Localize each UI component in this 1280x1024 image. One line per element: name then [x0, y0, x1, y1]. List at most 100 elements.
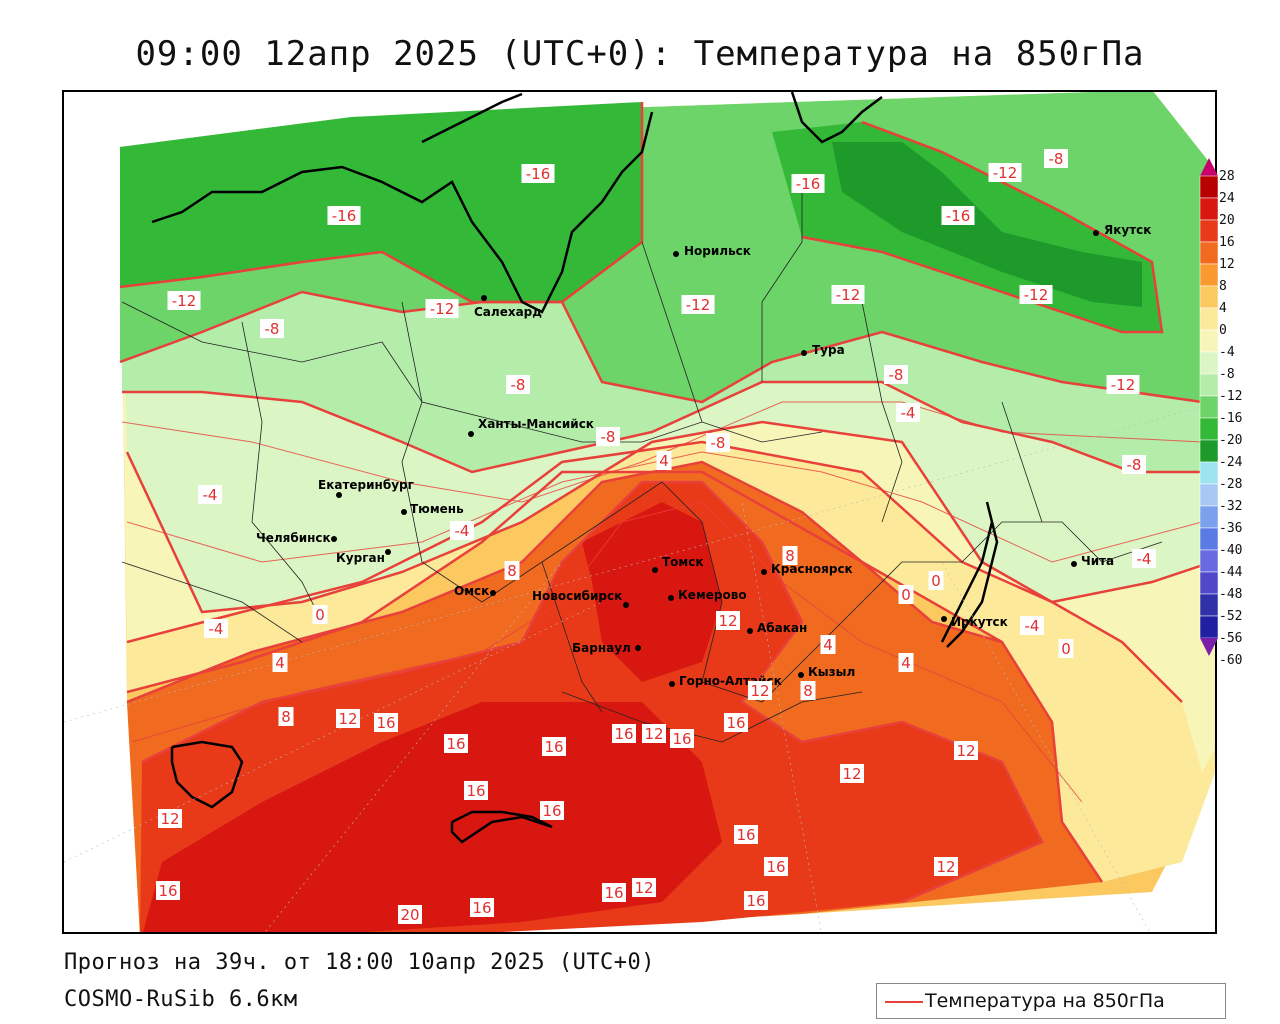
- svg-text:Новосибирск: Новосибирск: [532, 589, 622, 603]
- svg-text:0: 0: [1061, 640, 1071, 658]
- page-title: 09:00 12апр 2025 (UTC+0): Температура на…: [135, 34, 1145, 74]
- scale-tick-label: 8: [1219, 279, 1227, 294]
- isotherm-label: 16: [744, 891, 768, 910]
- svg-text:16: 16: [614, 725, 633, 743]
- svg-text:Екатеринбург: Екатеринбург: [318, 478, 414, 492]
- isotherm-label: -8: [506, 375, 530, 394]
- city-tomsk: Томск: [652, 555, 704, 573]
- isotherm-label: -8: [1044, 149, 1068, 168]
- zone-plus-20: [143, 702, 722, 932]
- svg-text:4: 4: [275, 654, 285, 672]
- scale-swatch: [1199, 197, 1219, 221]
- svg-text:-4: -4: [1137, 550, 1152, 568]
- isotherm-label: -8: [596, 427, 620, 446]
- scale-swatch: [1199, 527, 1219, 551]
- scale-tick-label: -32: [1219, 499, 1243, 514]
- svg-text:16: 16: [726, 714, 745, 732]
- scale-swatch: [1199, 461, 1219, 485]
- svg-text:-12: -12: [172, 292, 197, 310]
- city-tyumen: Тюмень: [401, 502, 464, 516]
- svg-text:-12: -12: [836, 286, 861, 304]
- isotherm-label: 16: [734, 825, 758, 844]
- svg-text:-8: -8: [1049, 150, 1064, 168]
- svg-text:16: 16: [544, 738, 563, 756]
- isotherm-label: 4: [656, 451, 672, 470]
- svg-text:Курган: Курган: [336, 551, 385, 565]
- city-markers: Салехард Норильск Якутск Тура Ханты-Манс…: [256, 223, 1151, 688]
- isotherm-label: -12: [988, 163, 1022, 182]
- svg-text:-16: -16: [796, 175, 821, 193]
- svg-text:Тура: Тура: [812, 343, 845, 357]
- scale-swatch: [1199, 241, 1219, 265]
- svg-text:-12: -12: [1111, 376, 1136, 394]
- svg-text:8: 8: [803, 682, 813, 700]
- isotherm-label: -16: [941, 206, 975, 225]
- svg-text:-12: -12: [993, 164, 1018, 182]
- isotherm-label: 12: [642, 724, 666, 743]
- svg-text:-12: -12: [1024, 286, 1049, 304]
- scale-swatch: [1199, 285, 1219, 309]
- isotherm-label: -16: [791, 174, 825, 193]
- svg-text:16: 16: [746, 892, 765, 910]
- svg-text:16: 16: [672, 730, 691, 748]
- svg-text:-4: -4: [1025, 617, 1040, 635]
- isotherm-label: 0: [928, 571, 944, 590]
- isotherm-label: -8: [884, 365, 908, 384]
- isotherm-label: 16: [470, 898, 494, 917]
- region-borders: [121, 182, 1163, 743]
- scale-swatch: [1199, 593, 1219, 617]
- city-krasnoyarsk: Красноярск: [761, 562, 853, 576]
- svg-text:-4: -4: [209, 620, 224, 638]
- svg-text:Кызыл: Кызыл: [808, 665, 855, 679]
- isotherm-label: 16: [374, 713, 398, 732]
- scale-swatch: [1199, 615, 1219, 639]
- isotherm-label: 0: [898, 585, 914, 604]
- isotherm-label: -4: [1132, 549, 1156, 568]
- isotherm-label: 4: [272, 653, 288, 672]
- scale-tick-label: 28: [1219, 169, 1235, 184]
- scale-tick-label: 16: [1219, 235, 1235, 250]
- scale-tick-label: -48: [1219, 587, 1243, 602]
- city-abakan: Абакан: [747, 621, 807, 635]
- svg-text:Салехард: Салехард: [474, 305, 542, 319]
- map-panel[interactable]: Салехард Норильск Якутск Тура Ханты-Манс…: [62, 90, 1217, 934]
- city-khanty-mansiysk: Ханты-Мансийск: [468, 417, 594, 437]
- svg-text:12: 12: [936, 858, 955, 876]
- scale-swatch: [1199, 329, 1219, 353]
- isotherm-label: 16: [602, 883, 626, 902]
- scale-tick-label: -44: [1219, 565, 1243, 580]
- svg-text:4: 4: [901, 654, 911, 672]
- color-scale: 28 24 20 16 12 8 4 0 -4 -8 -12 -16 -20 -24 -28 -32 -36 -4…: [1199, 158, 1259, 690]
- svg-text:Чита: Чита: [1081, 554, 1114, 568]
- scale-tick-label: 20: [1219, 213, 1235, 228]
- svg-text:0: 0: [931, 572, 941, 590]
- svg-text:-8: -8: [601, 428, 616, 446]
- svg-text:16: 16: [736, 826, 755, 844]
- isotherm-label: -12: [1019, 285, 1053, 304]
- map-legend: Температура на 850гПа: [876, 983, 1226, 1019]
- city-tura: Тура: [801, 343, 845, 357]
- isotherm-label: 0: [312, 605, 328, 624]
- svg-text:-16: -16: [946, 207, 971, 225]
- scale-tick-label: -16: [1219, 411, 1243, 426]
- scale-tick-label: -24: [1219, 455, 1243, 470]
- scale-swatch: [1199, 175, 1219, 199]
- scale-swatch: [1199, 505, 1219, 529]
- scale-tick-label: 0: [1219, 323, 1227, 338]
- svg-text:16: 16: [472, 899, 491, 917]
- city-barnaul: Барнаул: [572, 641, 641, 655]
- scale-tick-label: -40: [1219, 543, 1243, 558]
- city-kyzyl: Кызыл: [798, 665, 855, 679]
- svg-text:8: 8: [281, 708, 291, 726]
- isotherm-label: 12: [748, 681, 772, 700]
- scale-swatch: [1199, 373, 1219, 397]
- isotherm-label: 4: [898, 653, 914, 672]
- svg-text:-4: -4: [901, 404, 916, 422]
- zone-minus-20: [832, 142, 1142, 307]
- svg-text:16: 16: [542, 802, 561, 820]
- isotherm-label: -4: [1020, 616, 1044, 635]
- svg-text:12: 12: [634, 879, 653, 897]
- isotherm-label: -12: [1106, 375, 1140, 394]
- zone-plus-20-b: [582, 502, 722, 682]
- isotherm-lines: [119, 102, 1213, 904]
